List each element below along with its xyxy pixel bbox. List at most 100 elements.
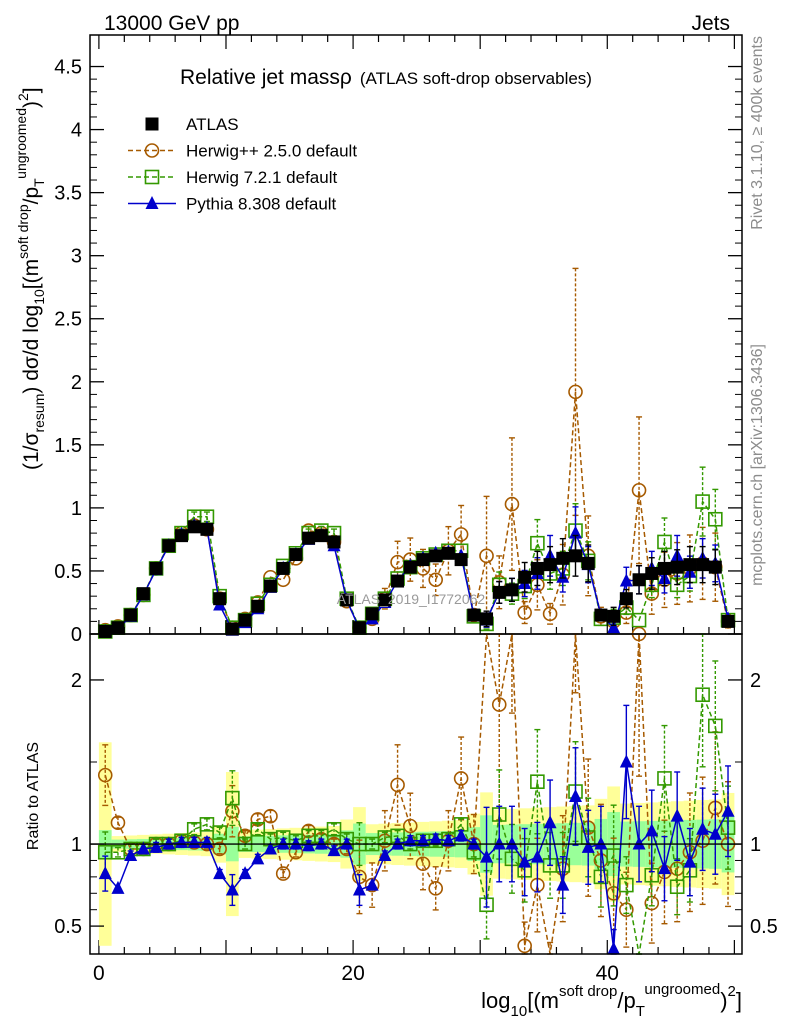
- data-point: [518, 570, 532, 584]
- legend-entry: Herwig++ 2.5.0 default: [128, 142, 357, 161]
- ratio-point: [670, 808, 684, 822]
- ratio-point: [543, 815, 557, 829]
- data-point: [631, 612, 647, 628]
- ratio-point: [657, 771, 672, 786]
- ratio-point: [111, 880, 125, 894]
- data-point: [619, 592, 633, 606]
- data-point: [492, 585, 506, 599]
- data-point: [708, 560, 722, 574]
- ratio-point: [695, 687, 710, 703]
- ratio-point: [402, 818, 418, 834]
- ratio-tick-label: 2: [71, 670, 82, 692]
- ratio-point: [391, 836, 405, 850]
- series-atlas: [98, 520, 735, 638]
- y-axis-label: (1/σresum) dσ/d log10[(msoft drop/pTungr…: [13, 87, 47, 470]
- ratio-point: [505, 836, 519, 850]
- ratio-point: [314, 836, 328, 850]
- data-point: [657, 534, 672, 550]
- data-point: [657, 561, 671, 575]
- data-point: [645, 566, 659, 580]
- y-tick-label: 2: [71, 372, 82, 394]
- data-point: [441, 546, 455, 560]
- mcplots-label: mcplots.cern.ch [arXiv:1306.3436]: [749, 344, 766, 586]
- data-point: [213, 592, 227, 606]
- ratio-point: [683, 854, 697, 868]
- ratio-point: [238, 866, 252, 880]
- data-point: [403, 560, 417, 574]
- ratio-point: [467, 836, 481, 850]
- data-point: [276, 561, 290, 575]
- ratio-point: [441, 833, 455, 847]
- data-point: [594, 608, 608, 622]
- ratio-panel-axes: 0.5 0.51 12 20 20 40: [54, 633, 778, 985]
- ratio-point: [415, 856, 431, 872]
- y-tick-label: 1: [71, 498, 82, 520]
- ratio-point: [97, 767, 113, 783]
- data-point: [289, 548, 303, 562]
- x-tick-label: 20: [341, 962, 364, 985]
- main-panel-series: [97, 267, 736, 639]
- y-tick-label: 3: [71, 246, 82, 268]
- data-point: [251, 599, 265, 613]
- ratio-y-axis-label: Ratio to ATLAS: [25, 742, 42, 850]
- data-point: [378, 593, 392, 607]
- ratio-point: [518, 854, 532, 868]
- data-point: [607, 620, 621, 634]
- data-point: [568, 384, 583, 400]
- ratio-point: [263, 808, 278, 824]
- ratio-point: [276, 836, 290, 850]
- data-point: [200, 522, 214, 536]
- x-tick-label: 0: [93, 962, 105, 985]
- ratio-point: [149, 839, 163, 853]
- ratio-point: [429, 831, 443, 845]
- ratio-point: [326, 821, 342, 837]
- data-point: [530, 535, 545, 551]
- ratio-point: [619, 877, 634, 893]
- ratio-point: [124, 848, 138, 862]
- ratio-series-herwig-2-5-0-default: [97, 626, 736, 955]
- data-point: [619, 573, 633, 587]
- ratio-tick-label-right: 1: [750, 834, 761, 856]
- data-point: [136, 587, 150, 601]
- data-point: [416, 553, 430, 567]
- data-point: [340, 593, 354, 607]
- data-point: [162, 539, 176, 553]
- ratio-point: [517, 938, 532, 954]
- data-point: [111, 621, 125, 635]
- ratio-point: [275, 866, 291, 881]
- ratio-point: [403, 833, 417, 847]
- ratio-point: [390, 777, 405, 793]
- legend-label: Pythia 8.308 default: [186, 195, 337, 214]
- data-point: [505, 583, 519, 597]
- ratio-point: [428, 881, 443, 896]
- legend-marker: [145, 117, 159, 131]
- data-point: [225, 622, 239, 636]
- data-point: [695, 494, 710, 509]
- data-point: [365, 607, 379, 621]
- ratio-point: [492, 836, 506, 850]
- data-point: [453, 527, 469, 542]
- ratio-point: [378, 848, 392, 862]
- ratio-point: [480, 849, 494, 863]
- ratio-point: [365, 877, 379, 891]
- ratio-frame: [89, 633, 743, 955]
- y-tick-label: 1.5: [54, 435, 82, 457]
- ratio-point: [696, 821, 710, 835]
- data-point: [124, 608, 138, 622]
- ratio-point: [251, 851, 265, 865]
- ratio-point: [340, 836, 354, 850]
- data-point: [581, 556, 595, 570]
- chart-title: Relative jet massρ (ATLAS soft-drop obser…: [180, 66, 592, 89]
- legend-entry: Pythia 8.308 default: [128, 195, 337, 214]
- ratio-tick-label-right: 0.5: [750, 916, 778, 938]
- ratio-point: [721, 803, 735, 817]
- data-point: [479, 548, 494, 564]
- data-point: [187, 520, 201, 534]
- legend-marker: [145, 196, 159, 209]
- ratio-point: [645, 823, 659, 837]
- ratio-line: [104, 633, 729, 955]
- analysis-watermark: ATLAS_2019_I1772062: [337, 591, 486, 607]
- data-point: [670, 560, 684, 574]
- ratio-point: [162, 836, 176, 850]
